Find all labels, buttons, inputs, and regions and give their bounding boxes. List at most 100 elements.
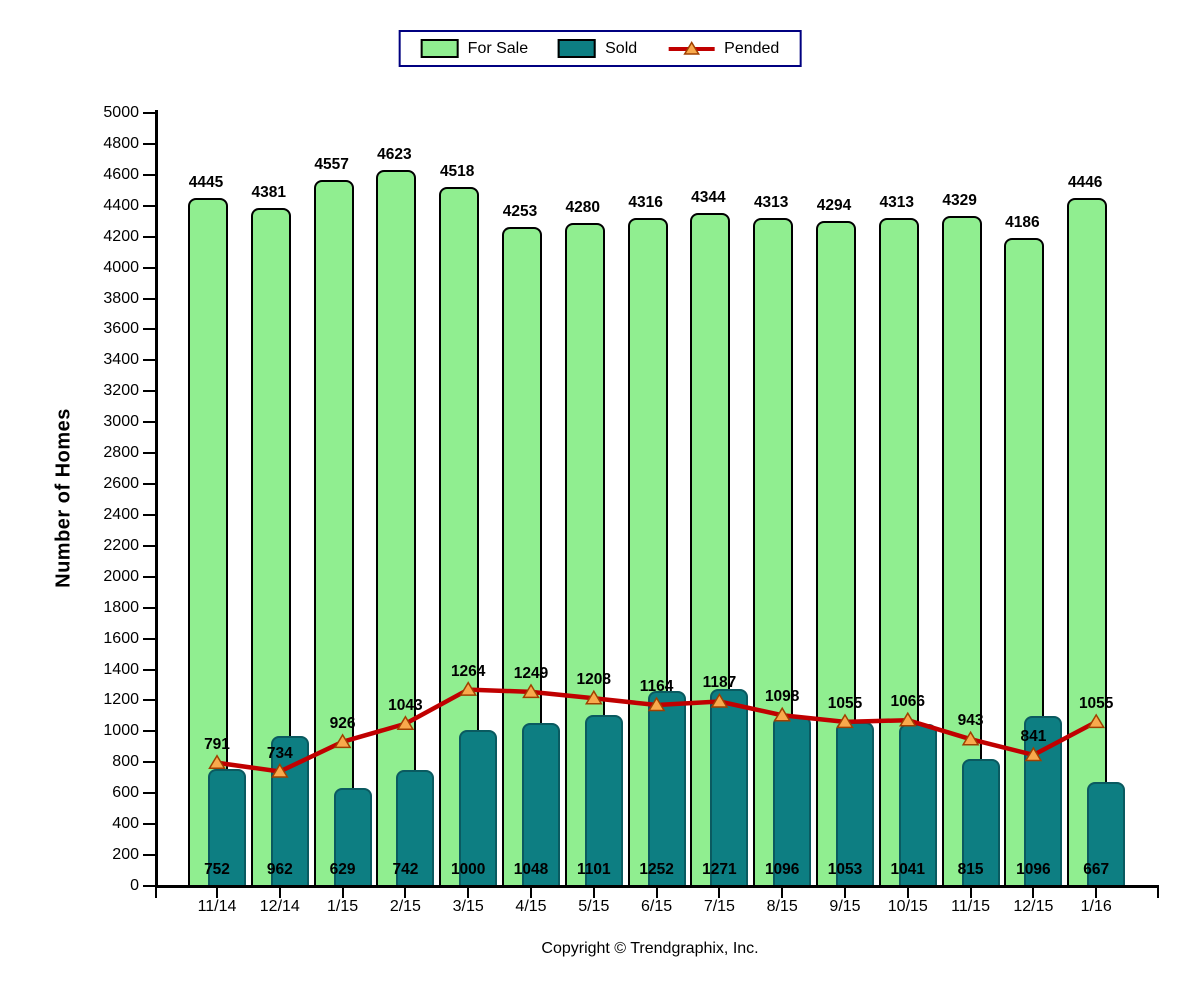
x-tick-mark [906, 888, 909, 898]
x-tick-label: 9/15 [829, 898, 861, 915]
y-tick-mark [143, 390, 155, 393]
pended-value-label: 841 [1020, 727, 1047, 745]
x-tick-mark [467, 888, 470, 898]
y-tick-label: 1000 [103, 722, 139, 740]
y-tick-mark [143, 204, 155, 207]
y-tick-mark [143, 637, 155, 640]
y-tick-mark [143, 235, 155, 238]
x-tick-mark [530, 888, 532, 898]
sold-bar [208, 768, 246, 885]
y-tick-mark [143, 668, 155, 671]
sold-value-label: 1053 [827, 861, 863, 878]
y-tick-mark [143, 885, 155, 887]
for-sale-value-label: 4381 [251, 183, 287, 201]
y-tick-label: 2600 [103, 475, 139, 493]
legend-label-for-sale: For Sale [467, 39, 529, 57]
x-tick-label: 1/16 [1080, 898, 1112, 915]
y-tick-label: 3600 [103, 320, 139, 338]
for-sale-value-label: 4557 [314, 156, 349, 174]
y-tick-mark [143, 513, 155, 516]
sold-value-label: 1048 [513, 861, 549, 878]
sold-bar [710, 688, 749, 885]
sold-value-label: 1000 [450, 861, 486, 878]
for-sale-swatch-icon [420, 39, 459, 58]
sold-value-label: 962 [266, 861, 293, 878]
x-tick-label: 11/14 [197, 898, 237, 915]
x-tick-label: 8/15 [766, 898, 798, 915]
sold-value-label: 1041 [890, 861, 926, 878]
sold-bar [961, 759, 1000, 885]
y-tick-label: 1200 [103, 691, 139, 709]
for-sale-value-label: 4186 [1005, 213, 1040, 231]
for-sale-value-label: 4445 [188, 173, 224, 191]
x-tick-mark [216, 888, 218, 898]
legend-item-sold: Sold [558, 39, 637, 58]
legend: For Sale Sold Pended [398, 30, 802, 67]
for-sale-value-label: 4313 [753, 194, 789, 212]
y-tick-mark [143, 575, 155, 578]
x-tick-mark [1095, 888, 1098, 898]
pended-value-label: 1066 [890, 693, 926, 711]
y-tick-label: 4000 [103, 258, 139, 276]
sold-swatch-icon [558, 39, 597, 58]
pended-value-label: 1187 [702, 674, 737, 692]
for-sale-value-label: 4623 [377, 146, 412, 164]
y-tick-label: 3800 [103, 289, 139, 307]
y-tick-mark [143, 421, 155, 424]
y-tick-mark [143, 730, 155, 733]
legend-item-pended: Pended [667, 39, 780, 57]
y-tick-label: 1800 [103, 598, 139, 616]
for-sale-value-label: 4316 [628, 193, 663, 211]
y-tick-label: 0 [130, 877, 139, 894]
for-sale-value-label: 4294 [816, 197, 852, 215]
y-tick-mark [143, 823, 155, 826]
y-tick-mark [143, 544, 155, 547]
y-tick-mark [143, 173, 155, 176]
y-tick-label: 200 [112, 846, 139, 864]
y-tick-mark [143, 452, 155, 455]
x-axis-end-tick [1157, 888, 1159, 898]
sold-value-label: 742 [392, 861, 419, 878]
y-tick-label: 4800 [103, 134, 139, 152]
y-tick-label: 3200 [103, 382, 139, 400]
x-tick-label: 5/15 [578, 898, 610, 915]
copyright-text: Copyright © Trendgraphix, Inc. [541, 940, 759, 957]
y-tick-label: 3400 [103, 351, 139, 369]
x-tick-label: 3/15 [452, 898, 484, 915]
legend-label-sold: Sold [605, 39, 638, 57]
x-tick-mark [592, 888, 595, 898]
pended-value-label: 943 [957, 712, 984, 730]
for-sale-value-label: 4280 [565, 199, 601, 217]
y-axis-line [155, 110, 158, 888]
y-tick-label: 800 [112, 753, 139, 771]
pended-value-label: 734 [266, 744, 293, 762]
y-tick-label: 2400 [103, 505, 139, 523]
y-tick-mark [143, 328, 155, 331]
sold-value-label: 667 [1083, 861, 1110, 878]
pended-value-label: 1264 [450, 662, 486, 680]
x-tick-mark [404, 888, 407, 898]
sold-bar [647, 691, 686, 885]
pended-value-label: 1055 [1078, 694, 1114, 712]
for-sale-value-label: 4329 [942, 191, 977, 209]
y-tick-label: 2200 [103, 536, 139, 554]
y-tick-mark [143, 359, 155, 362]
y-tick-label: 3000 [103, 413, 139, 431]
sold-bar [773, 715, 812, 885]
legend-label-pended: Pended [724, 39, 780, 57]
for-sale-value-label: 4253 [502, 203, 538, 221]
sold-bar [1087, 781, 1126, 885]
y-tick-label: 1600 [103, 629, 139, 647]
for-sale-value-label: 4446 [1067, 173, 1103, 191]
x-tick-label: 7/15 [703, 898, 735, 915]
x-tick-mark [1032, 888, 1035, 898]
x-tick-label: 2/15 [389, 898, 421, 915]
x-tick-label: 4/15 [515, 898, 547, 915]
x-axis-line [155, 885, 1159, 888]
y-tick-label: 1400 [103, 660, 139, 678]
x-tick-label: 12/14 [259, 898, 300, 915]
y-tick-label: 4400 [103, 196, 139, 214]
pended-line-icon [667, 40, 715, 57]
x-tick-label: 12/15 [1013, 898, 1054, 915]
sold-value-label: 1252 [639, 861, 674, 878]
